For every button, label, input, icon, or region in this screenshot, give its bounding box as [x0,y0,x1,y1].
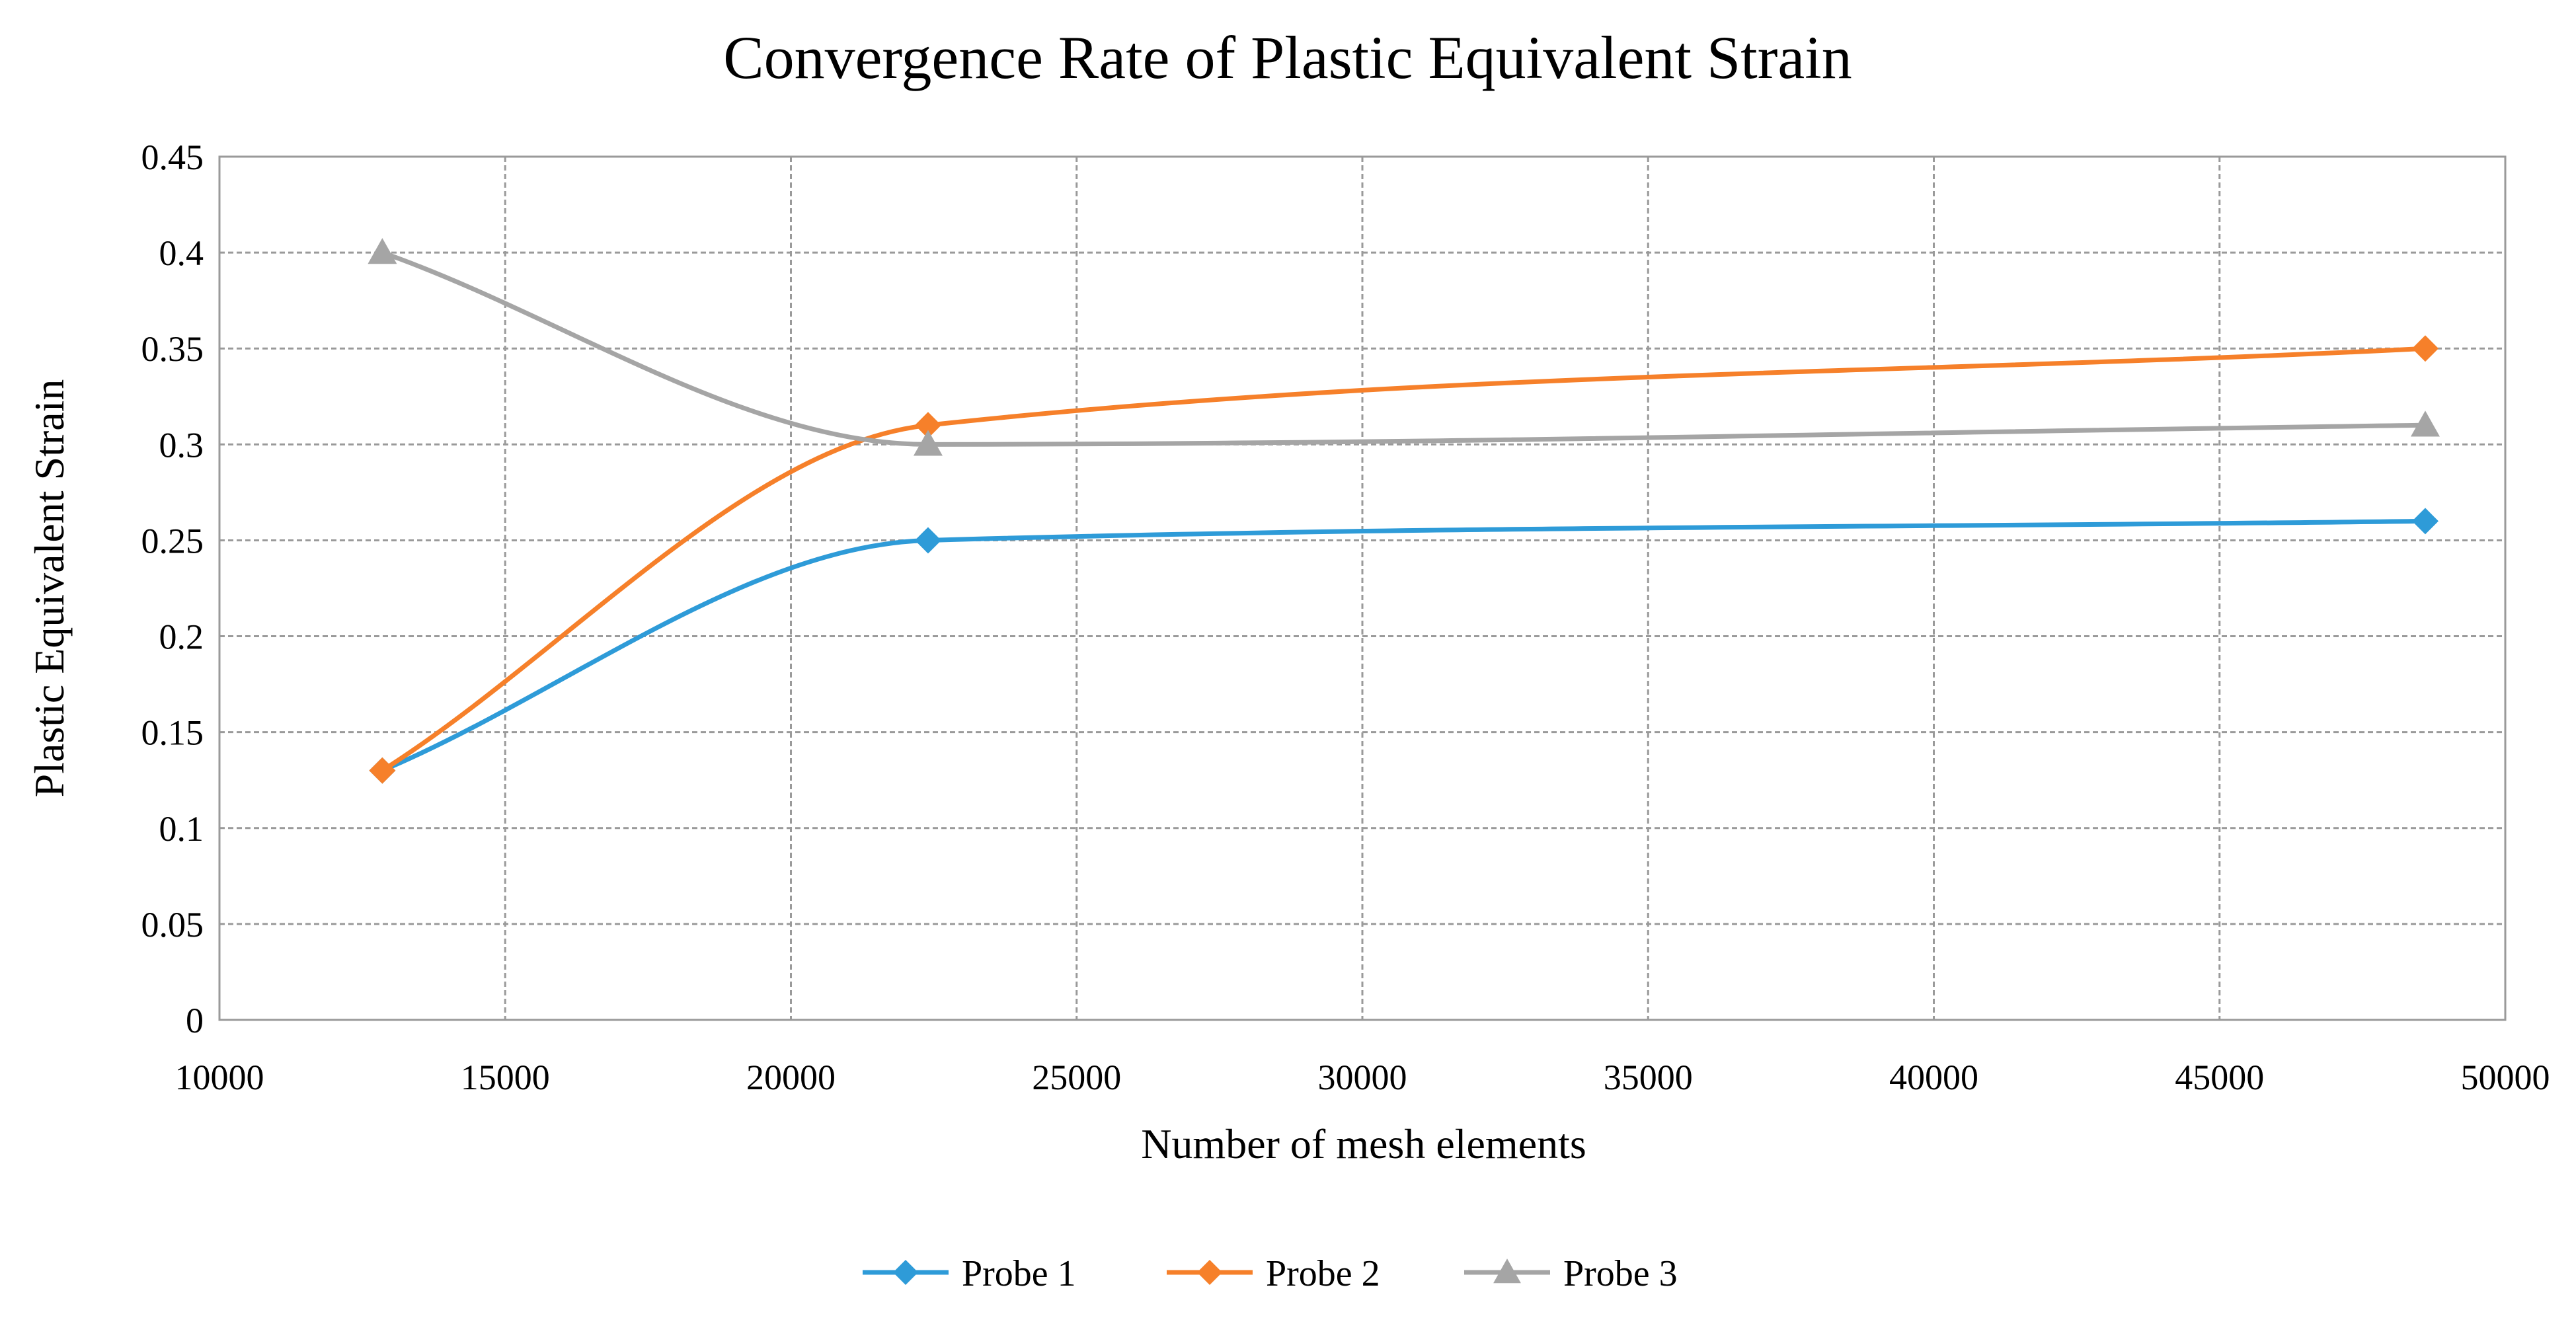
data-point [368,238,397,264]
x-tick-label: 20000 [746,1058,836,1097]
y-tick-label: 0.4 [159,233,204,273]
y-tick-label: 0.25 [141,521,204,561]
data-point [913,430,943,456]
legend-marker [1197,1260,1222,1285]
data-point [2411,508,2439,535]
x-tick-label: 40000 [1889,1058,1978,1097]
legend-item: Probe 2 [1167,1253,1380,1294]
legend-label: Probe 1 [962,1253,1076,1294]
x-tick-label: 10000 [175,1058,264,1097]
data-point [914,412,941,439]
grid [218,155,2507,1021]
y-axis: 0 0.05 0.1 0.15 0.2 0.25 0.3 0.35 0.4 0.45 [141,137,204,1040]
series-line [379,518,2428,773]
y-tick-label: 0.3 [159,425,204,465]
data-point [2410,410,2440,437]
y-tick-label: 0.05 [141,905,204,945]
x-tick-label: 45000 [2175,1058,2264,1097]
legend-label: Probe 2 [1266,1253,1380,1294]
legend: Probe 1 Probe 2 Probe 3 [863,1253,1678,1294]
y-tick-label: 0.15 [141,713,204,753]
legend-label: Probe 3 [1563,1253,1678,1294]
data-point [369,757,396,784]
x-axis-title: Number of mesh elements [1141,1120,1586,1167]
x-tick-label: 35000 [1604,1058,1693,1097]
data-point [2411,335,2439,362]
series-group [368,238,2440,784]
y-tick-label: 0.1 [159,809,204,849]
legend-item: Probe 1 [863,1253,1076,1294]
series-line [379,346,2428,773]
legend-item: Probe 3 [1464,1253,1678,1294]
y-tick-label: 0.35 [141,329,204,369]
legend-marker [893,1260,918,1285]
y-tick-label: 0.45 [141,137,204,177]
series-probe-3 [368,238,2440,456]
y-tick-label: 0 [186,1001,204,1040]
data-point [914,527,941,554]
x-tick-label: 50000 [2461,1058,2550,1097]
x-tick-label: 25000 [1032,1058,1121,1097]
plot-area [218,155,2507,1021]
series-line [379,250,2428,447]
x-tick-label: 30000 [1318,1058,1407,1097]
series-probe-1 [369,508,2439,784]
series-probe-2 [369,335,2439,784]
legend-marker [1493,1259,1521,1284]
y-tick-label: 0.2 [159,617,204,657]
x-axis: 10000 15000 20000 25000 30000 35000 40000 45000… [175,1058,2550,1097]
chart-title: Convergence Rate of Plastic Equivalent S… [723,24,1852,91]
x-tick-label: 15000 [461,1058,550,1097]
y-axis-title: Plastic Equivalent Strain [26,379,73,798]
